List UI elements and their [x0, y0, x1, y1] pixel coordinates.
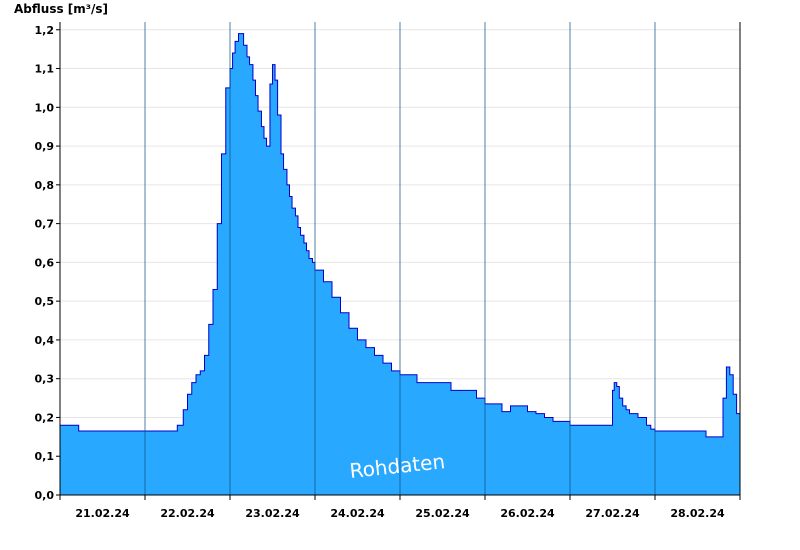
y-tick-label: 0,4 [35, 334, 55, 347]
y-tick-label: 1,0 [35, 101, 55, 114]
day-separators [144, 22, 656, 495]
axes [56, 22, 741, 500]
y-tick-label: 0,3 [35, 373, 55, 386]
x-tick-labels: 21.02.24 22.02.24 23.02.24 24.02.24 25.02.24… [75, 507, 725, 520]
x-tick-label: 25.02.24 [415, 507, 470, 520]
x-tick-label: 22.02.24 [160, 507, 215, 520]
x-tick-label: 21.02.24 [75, 507, 130, 520]
y-tick-labels: 0,0 0,1 0,2 0,3 0,4 0,5 0,6 0,7 0,8 0,9 1,0 1,1 1,2 [35, 24, 55, 502]
x-tick-label: 24.02.24 [330, 507, 385, 520]
y-tick-label: 0,2 [35, 411, 55, 424]
y-tick-label: 0,8 [35, 179, 55, 192]
y-tick-label: 1,1 [35, 63, 55, 76]
x-tick-label: 23.02.24 [245, 507, 300, 520]
x-tick-label: 26.02.24 [500, 507, 555, 520]
y-tick-label: 0,7 [35, 218, 55, 231]
x-tick-label: 27.02.24 [585, 507, 640, 520]
y-tick-label: 0,0 [35, 489, 55, 502]
y-tick-label: 0,5 [35, 295, 55, 308]
y-tick-label: 0,1 [35, 450, 55, 463]
y-tick-label: 0,9 [35, 140, 55, 153]
y-axis-label: Abfluss [m³/s] [14, 2, 108, 16]
y-tick-label: 0,6 [35, 256, 55, 269]
y-tick-label: 1,2 [35, 24, 55, 37]
series-line [60, 33, 741, 438]
x-tick-label: 28.02.24 [670, 507, 725, 520]
